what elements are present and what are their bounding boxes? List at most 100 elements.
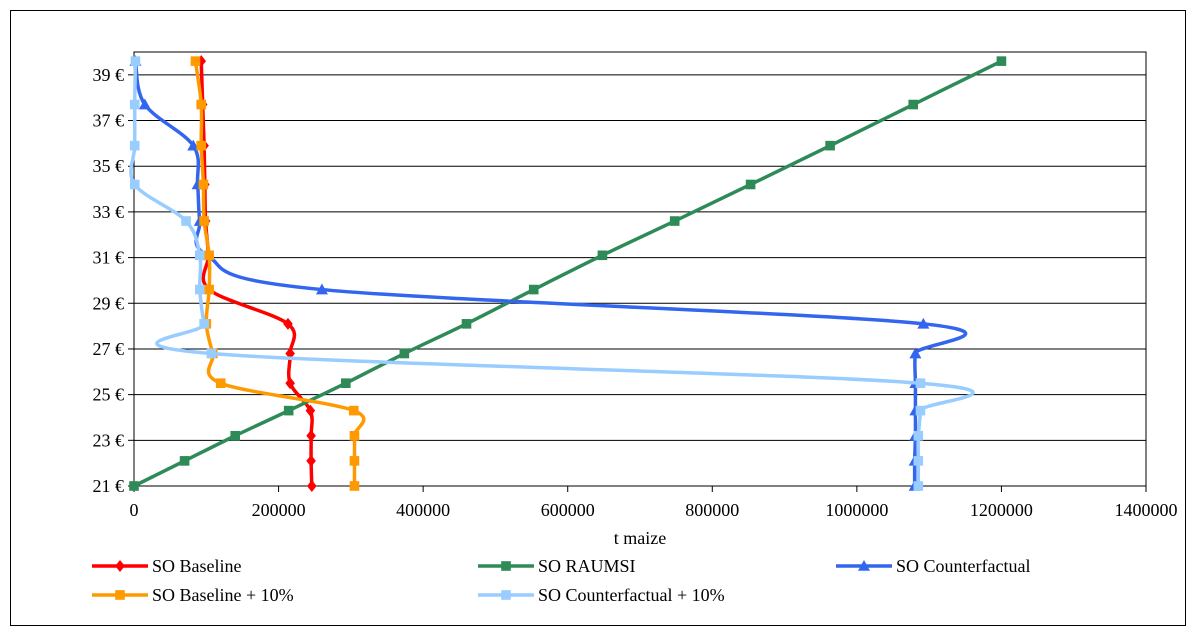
data-point (306, 454, 316, 467)
tick-labels: 21 € 23 € 25 € 27 € 29 € 31 € 33 € 35 € 37 € 39 €… (93, 65, 1178, 520)
data-point (129, 179, 140, 190)
legend-swatch-marker (858, 560, 870, 571)
data-point (129, 99, 140, 110)
legend-swatch-marker (501, 561, 511, 571)
data-point (179, 456, 190, 466)
series-line (193, 60, 366, 487)
series-lines (129, 55, 1007, 492)
y-tick-label: 27 € (93, 339, 125, 359)
legend-item: SO Baseline + 10% (92, 585, 294, 605)
data-point (215, 378, 226, 389)
legend-swatch-marker (115, 560, 125, 572)
data-point (306, 429, 316, 442)
data-point (461, 319, 472, 329)
data-point (129, 140, 140, 151)
data-point (913, 430, 924, 441)
data-point (199, 319, 209, 329)
data-point (230, 430, 240, 441)
data-point (283, 317, 293, 330)
data-point (913, 481, 924, 491)
series-so-baseline-10 (190, 56, 366, 491)
data-point (196, 99, 207, 110)
x-tick-label: 1000000 (825, 500, 888, 520)
series-so-counterfactual-10 (129, 56, 975, 491)
x-tick-label: 600000 (541, 500, 595, 520)
legend-item: SO Counterfactual + 10% (478, 585, 725, 605)
legend-swatch-marker (501, 590, 511, 600)
legend-item: SO Counterfactual (836, 556, 1030, 576)
data-point (399, 348, 410, 359)
legend-item: SO RAUMSI (478, 556, 636, 576)
data-point (745, 179, 756, 190)
data-point (348, 405, 359, 416)
legend-swatch-marker (115, 590, 125, 600)
legend-label: SO Baseline (152, 556, 242, 576)
data-point (349, 481, 360, 491)
data-point (669, 216, 680, 226)
data-point (196, 140, 207, 151)
data-point (915, 378, 926, 389)
series-so-raumsi (129, 56, 1007, 491)
plot-area-border (133, 51, 1147, 487)
data-point (305, 404, 316, 417)
y-tick-label: 21 € (93, 476, 125, 496)
x-tick-label: 1400000 (1115, 500, 1178, 520)
data-point (285, 377, 295, 390)
x-tick-label: 200000 (252, 500, 306, 520)
y-tick-label: 37 € (93, 111, 125, 131)
data-point (194, 284, 205, 295)
data-point (181, 216, 191, 226)
data-point (204, 284, 214, 295)
y-tick-label: 39 € (93, 65, 125, 85)
data-point (340, 378, 351, 389)
x-tick-label: 800000 (685, 500, 739, 520)
data-point (204, 250, 214, 261)
data-point (315, 283, 328, 295)
data-point (917, 317, 930, 329)
x-tick-label: 400000 (396, 500, 450, 520)
y-tick-label: 33 € (93, 202, 125, 222)
legend-label: SO Counterfactual (896, 556, 1030, 576)
data-point (190, 56, 201, 66)
data-point (825, 140, 835, 151)
legend-item: SO Baseline (92, 556, 242, 576)
data-point (915, 405, 926, 416)
y-tick-label: 31 € (93, 248, 125, 268)
series-line (133, 59, 1003, 488)
data-point (908, 99, 919, 110)
data-point (528, 284, 539, 295)
data-point (199, 216, 209, 226)
data-point (130, 56, 141, 66)
x-tick-label: 1200000 (970, 500, 1033, 520)
data-point (206, 348, 217, 359)
data-point (138, 98, 151, 110)
data-point (913, 456, 924, 466)
axes (128, 51, 1147, 492)
gridlines (134, 74, 1146, 487)
data-point (909, 347, 922, 359)
data-point (187, 139, 200, 151)
data-point (349, 430, 360, 441)
data-point (283, 405, 294, 416)
legend-label: SO Baseline + 10% (152, 585, 294, 605)
data-point (198, 179, 209, 190)
data-point (129, 481, 139, 491)
y-tick-label: 29 € (93, 293, 125, 313)
y-tick-label: 25 € (93, 385, 125, 405)
x-tick-label: 0 (130, 500, 139, 520)
series-line (199, 61, 314, 487)
y-tick-label: 35 € (93, 156, 125, 176)
legend: SO Baseline SO RAUMSI SO Counterfactual SO … (92, 556, 1030, 605)
data-point (194, 250, 205, 261)
y-tick-label: 23 € (93, 430, 125, 450)
legend-label: SO RAUMSI (538, 556, 636, 576)
data-point (307, 480, 317, 492)
data-point (597, 250, 608, 261)
legend-label: SO Counterfactual + 10% (538, 585, 725, 605)
data-point (996, 56, 1007, 66)
data-point (349, 456, 360, 466)
x-axis-title: t maize (614, 528, 666, 548)
series-line (129, 61, 975, 486)
series-line (133, 60, 968, 487)
